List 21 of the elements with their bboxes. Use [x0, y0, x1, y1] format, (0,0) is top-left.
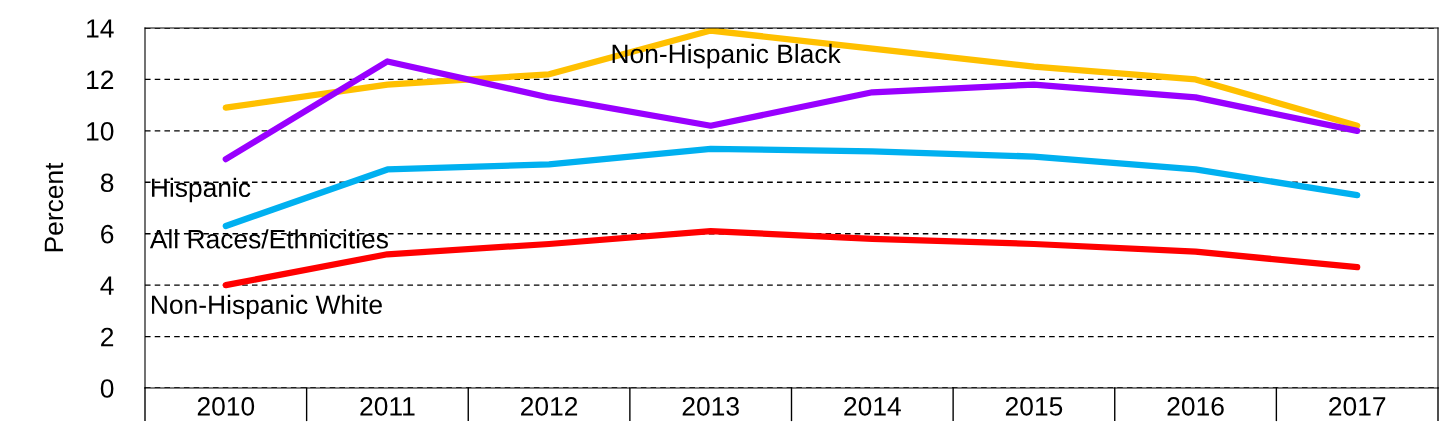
x-tick-label: 2014 [844, 397, 901, 416]
y-tick-label: 0 [100, 379, 114, 398]
y-tick-label: 12 [87, 70, 114, 89]
x-tick-label: 2016 [1167, 397, 1224, 416]
y-tick-label: 6 [101, 224, 114, 244]
x-tick-label: 2010 [197, 397, 255, 416]
x-tick-label: 2011 [360, 397, 415, 416]
y-tick-label: 8 [100, 173, 114, 193]
y-tick-label: 4 [100, 276, 114, 295]
x-tick-label: 2017 [1329, 397, 1386, 416]
y-tick-label: 10 [87, 121, 114, 141]
series-label: All Races/Ethnicities [149, 229, 388, 249]
y-tick-label: 14 [87, 19, 114, 38]
series-label: Non-Hispanic Black [612, 43, 841, 69]
x-tick-label: 2012 [521, 397, 578, 416]
y-axis-title: Percent [44, 162, 64, 252]
series-label: Hispanic [152, 177, 251, 203]
x-tick-label: 2013 [682, 397, 739, 416]
x-tick-label: 2015 [1005, 397, 1063, 416]
series-label: Non-Hispanic White [152, 294, 382, 320]
y-tick-label: 2 [101, 327, 114, 347]
